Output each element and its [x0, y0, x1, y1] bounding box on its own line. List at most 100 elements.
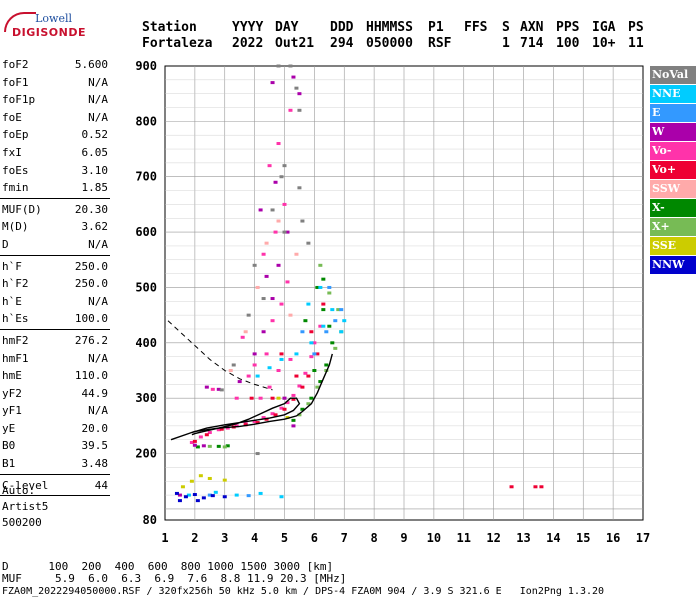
data-point [273, 413, 278, 417]
data-point [324, 363, 329, 367]
data-point [216, 387, 221, 391]
ionospheric-parameters-table: foF2 5.600 foF1 N/A foF1p N/A foE N/A foEp 0.52 fx… [0, 56, 112, 498]
data-point [285, 280, 290, 284]
legend-item-ssw: SSW [650, 180, 696, 198]
param-label: foEs [2, 163, 29, 177]
param-row: h`Es 100.0 [0, 310, 112, 328]
data-point [204, 385, 209, 389]
param-row: C-level 44 [0, 477, 112, 495]
data-point [279, 352, 284, 356]
param-label: M(D) [2, 220, 29, 234]
param-row: h`F2 250.0 [0, 275, 112, 293]
x-tick-label: 13 [516, 531, 530, 545]
param-row: foE N/A [0, 109, 112, 127]
data-point [318, 285, 323, 289]
data-point [279, 495, 284, 499]
data-point [216, 428, 221, 432]
data-point [201, 444, 206, 448]
data-point [330, 341, 335, 345]
data-point [189, 479, 194, 483]
data-point [315, 385, 320, 389]
data-point [327, 324, 332, 328]
param-row: foF1p N/A [0, 91, 112, 109]
data-point [318, 380, 323, 384]
header-value-p1: RSF [428, 36, 452, 51]
param-value: 250.0 [74, 277, 108, 291]
data-point [533, 485, 538, 489]
data-point [249, 396, 254, 400]
data-point [279, 406, 284, 410]
electron-density-dashed-curve [167, 320, 273, 391]
param-row: h`F 250.0 [0, 258, 112, 276]
param-row: hmE 110.0 [0, 367, 112, 385]
data-point [279, 302, 284, 306]
data-point [276, 219, 281, 223]
param-value: N/A [88, 294, 108, 308]
data-point [252, 363, 257, 367]
param-label: C-level [2, 478, 49, 492]
data-point [282, 396, 287, 400]
data-point [261, 297, 266, 301]
data-point [282, 407, 287, 411]
data-point [327, 291, 332, 295]
data-point [267, 164, 272, 168]
x-tick-label: 15 [576, 531, 590, 545]
param-label: foF1p [2, 93, 36, 107]
x-tick-label: 9 [400, 531, 407, 545]
data-point [207, 431, 212, 435]
x-tick-label: 17 [636, 531, 650, 545]
y-tick-label: 300 [135, 391, 157, 405]
data-point [180, 485, 185, 489]
x-tick-label: 1 [161, 531, 168, 545]
param-label: h`E [2, 294, 22, 308]
data-point [246, 494, 251, 498]
param-value: 20.30 [74, 202, 108, 216]
data-point [252, 419, 257, 423]
param-label: B1 [2, 457, 16, 471]
param-value: 100.0 [74, 312, 108, 326]
data-point [318, 324, 323, 328]
header-label-p1: P1 [428, 20, 444, 35]
auto-label: Auto: [2, 484, 36, 497]
data-point [330, 308, 335, 312]
data-point [264, 352, 269, 356]
data-point [333, 319, 338, 323]
param-label: B0 [2, 439, 16, 453]
param-value: 3.48 [81, 457, 109, 471]
header-value-yyyy: 2022 [232, 36, 264, 51]
data-point [198, 474, 203, 478]
header-label-yyyy: YYYY [232, 20, 264, 35]
param-value: 3.62 [81, 220, 109, 234]
param-value: 5.600 [74, 58, 108, 71]
data-point [315, 352, 320, 356]
data-point [297, 384, 302, 388]
artist-code: 500200 [2, 516, 42, 529]
x-tick-label: 5 [281, 531, 288, 545]
param-row: foEs 3.10 [0, 162, 112, 180]
data-point [252, 263, 257, 267]
param-label: D [2, 237, 9, 251]
param-label: hmF2 [2, 333, 29, 347]
data-point [285, 401, 290, 405]
data-point [270, 81, 275, 85]
param-value: 6.05 [81, 145, 109, 159]
data-point [273, 230, 278, 234]
header-value-pps: 100 [556, 36, 580, 51]
y-tick-label: 700 [135, 170, 157, 184]
data-point [210, 387, 215, 391]
data-point [267, 385, 272, 389]
param-label: foF1 [2, 75, 29, 89]
legend-item-sse: SSE [650, 237, 696, 255]
data-point [261, 416, 266, 420]
param-value: 1.85 [81, 181, 109, 195]
data-point [333, 346, 338, 350]
header-value-ddd: 294 [330, 36, 354, 51]
data-point [288, 313, 293, 317]
data-point [327, 285, 332, 289]
data-point [539, 485, 544, 489]
data-point [306, 402, 311, 406]
param-value: N/A [88, 351, 108, 365]
data-point [219, 427, 224, 431]
data-point [204, 433, 209, 437]
data-point [246, 374, 251, 378]
